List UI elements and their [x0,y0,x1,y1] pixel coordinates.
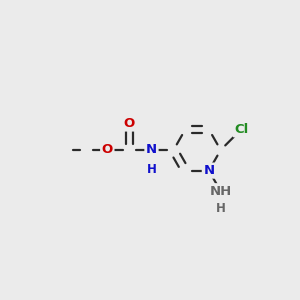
Text: H: H [146,163,156,176]
Text: NH: NH [209,185,232,198]
Text: N: N [203,164,214,177]
Text: O: O [102,143,113,157]
Text: N: N [146,143,157,157]
Text: O: O [124,117,135,130]
Text: Cl: Cl [234,123,248,136]
Text: H: H [216,202,226,215]
